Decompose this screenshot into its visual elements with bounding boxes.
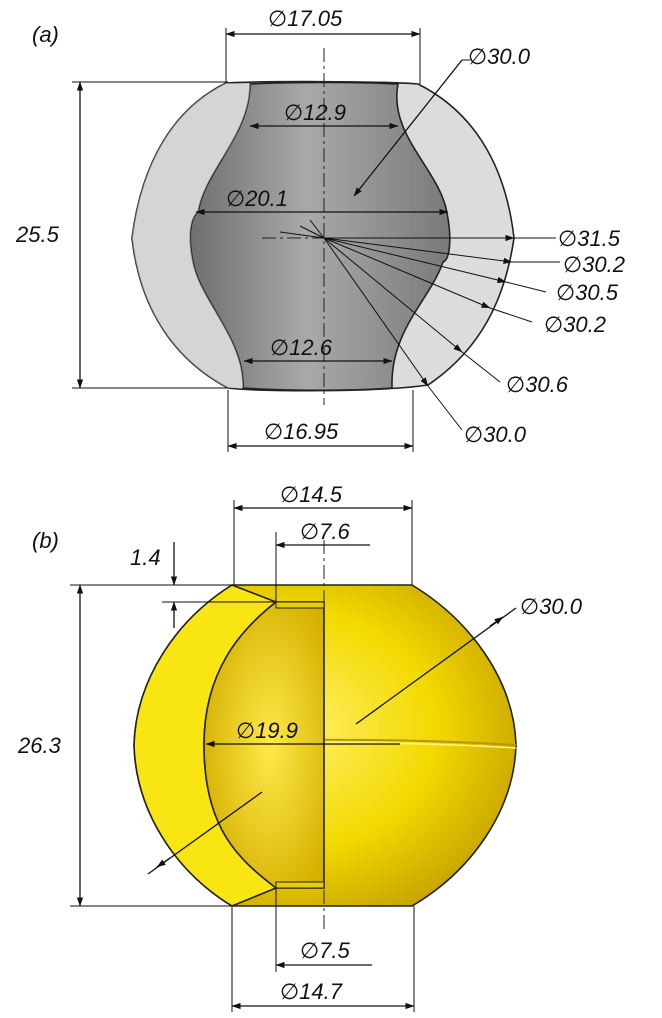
panel-a-top-width-label: ∅17.05 [268,6,343,31]
panel-b-label: (b) [32,528,59,553]
leader-r2 [323,237,513,265]
panel-a-sphere-top-leader [353,59,463,197]
panel-a-r3-label: ∅30.5 [556,280,619,305]
panel-a-neck-bottom-label: ∅12.6 [270,335,333,360]
panel-a-sphere-bottom-label: ∅30.0 [464,422,527,447]
panel-b-height-label: 26.3 [17,733,62,758]
panel-b-sphere-label: ∅30.0 [520,594,583,619]
panel-a: (a) ∅17.05 ∅12.9 ∅20.1 ∅12.6 ∅16.95 [15,6,625,452]
panel-b-sphere-leader-arrow [489,616,504,627]
panel-a-label: (a) [32,22,59,47]
panel-a-bottom-width-label: ∅16.95 [264,419,339,444]
panel-b-bottom-width-label: ∅14.7 [280,979,343,1004]
panel-a-r4-label: ∅30.2 [544,312,606,337]
leader-r4-tail [489,307,533,323]
panel-b-lower-leader-arrow [156,857,171,868]
leader-r3-tail [505,281,547,293]
panel-b-cavity [203,601,325,889]
panel-a-r2-label: ∅30.2 [563,252,625,277]
leader-fan [279,231,325,239]
leader-r4 [323,237,491,309]
panel-a-sphere-top-label: ∅30.0 [468,44,531,69]
panel-b-top-neck-rim [275,601,325,609]
panel-a-r1-label: ∅31.5 [558,226,621,251]
panel-b-top-width-label: ∅14.5 [280,482,343,507]
panel-b: (b) ∅14.5 ∅7.6 1.4 26.3 [17,482,583,1012]
leader-fan [309,219,325,239]
leader-r6-tail [427,385,463,431]
leader-r5-tail [461,351,501,383]
panel-b-sphere-leader [355,607,517,725]
panel-a-r5-label: ∅30.6 [506,372,569,397]
panel-a-left-face [132,83,250,388]
panel-b-bottom-neck-rim [275,881,325,889]
panel-a-radial-leaders [279,219,560,431]
panel-b-step-label: 1.4 [130,545,161,570]
leader-r3 [323,237,507,284]
leader-fan [299,225,325,239]
panel-a-neck-top-label: ∅12.9 [284,100,346,125]
leader-r5 [323,237,463,353]
panel-b-neck-bottom-label: ∅7.5 [300,938,351,963]
panel-a-height-label: 25.5 [15,222,60,247]
leader-r6 [323,237,429,387]
panel-a-inner-label: ∅20.1 [226,186,288,211]
panel-b-inner-label: ∅19.9 [236,718,298,743]
panel-b-neck-top-label: ∅7.6 [300,519,351,544]
